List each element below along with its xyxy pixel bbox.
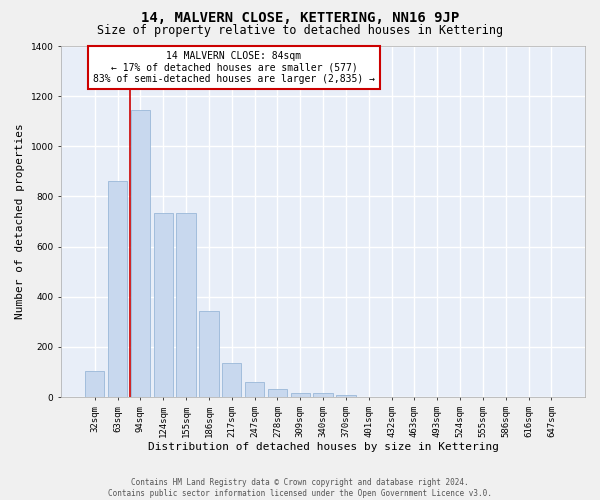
Bar (290, 392, 310, 397)
Text: 14 MALVERN CLOSE: 84sqm
← 17% of detached houses are smaller (577)
83% of semi-d: 14 MALVERN CLOSE: 84sqm ← 17% of detache… (93, 52, 375, 84)
Bar (108, 181, 127, 397)
Bar (154, 214, 173, 397)
Text: 14, MALVERN CLOSE, KETTERING, NN16 9JP: 14, MALVERN CLOSE, KETTERING, NN16 9JP (141, 11, 459, 25)
Bar (313, 392, 333, 397)
Bar (85, 371, 104, 397)
Text: Contains HM Land Registry data © Crown copyright and database right 2024.
Contai: Contains HM Land Registry data © Crown c… (108, 478, 492, 498)
Bar (336, 394, 356, 397)
Bar (268, 389, 287, 397)
Bar (222, 363, 241, 397)
Text: Size of property relative to detached houses in Kettering: Size of property relative to detached ho… (97, 24, 503, 37)
Bar (199, 311, 218, 397)
X-axis label: Distribution of detached houses by size in Kettering: Distribution of detached houses by size … (148, 442, 499, 452)
Y-axis label: Number of detached properties: Number of detached properties (15, 124, 25, 320)
Bar (245, 382, 264, 397)
Bar (131, 110, 150, 397)
Bar (176, 214, 196, 397)
